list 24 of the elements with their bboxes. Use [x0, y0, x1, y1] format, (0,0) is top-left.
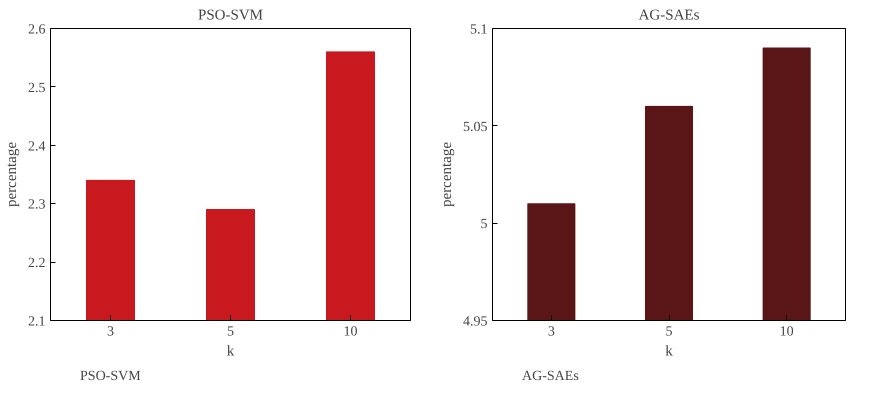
x-axis-title: k — [665, 344, 674, 360]
y-tick-label: 5.1 — [470, 22, 488, 38]
y-tick-label: 2.4 — [28, 139, 46, 154]
text: AG-SAEs — [522, 369, 579, 385]
x-tick-label: 10 — [344, 324, 358, 340]
chart-title: AG-SAEs — [638, 8, 700, 24]
x-axis-title: k — [226, 344, 235, 360]
y-axis-title: percentage — [439, 142, 455, 207]
y-tick-label: 5 — [480, 217, 488, 232]
x-tick-label: 5 — [666, 324, 672, 340]
x-tick-label: 3 — [107, 324, 114, 340]
y-tick-label: 2.6 — [28, 22, 46, 38]
chart-title: PSO-SVM — [198, 8, 264, 24]
y-tick-label: 2.3 — [28, 198, 46, 213]
x-tick-label: 3 — [548, 324, 555, 340]
y-tick-label: 2.2 — [28, 256, 46, 272]
x-tick-label: 10 — [780, 324, 794, 340]
y-tick-label: 4.95 — [463, 314, 488, 330]
y-axis-title: percentage — [4, 142, 20, 207]
text: PSO-SVM — [80, 369, 141, 385]
y-tick-label: 2.1 — [28, 314, 46, 330]
y-tick-label: 2.5 — [28, 80, 46, 96]
x-tick-label: 5 — [227, 324, 234, 340]
y-tick-label: 5.05 — [463, 120, 488, 135]
